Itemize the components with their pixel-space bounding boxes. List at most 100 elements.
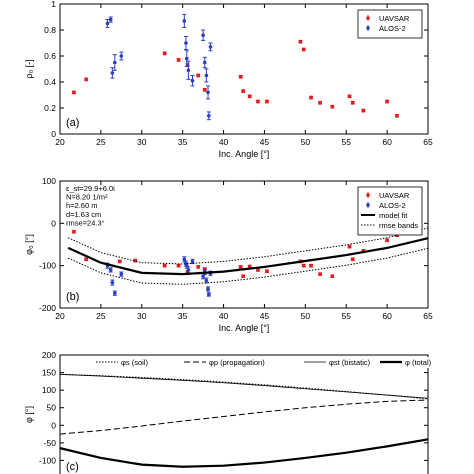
panel-b-annotation: N=8.20 1/m² (66, 193, 108, 202)
panel-a-ytick-label: 1 (51, 0, 56, 9)
panel-c-legend: φs (soil) φp (propagation) φst (bistatic) φ… (90, 357, 448, 368)
panel-b-series-uavsar-point (301, 263, 306, 268)
panel-c-legend-entry: φp (propagation) (209, 358, 265, 367)
panel-c-series--st-bistatic--line (59, 373, 429, 399)
panel-b-series-uavsar-point (238, 265, 243, 269)
panel-c: -100 -50 0 50 100 150 200 φ [°] (c) φs (soil) φp (… (24, 350, 448, 474)
panel-a-series-alos-2-point (190, 78, 195, 83)
panel-a-series-uavsar-point (395, 114, 399, 118)
panel-a-series-uavsar-point (298, 39, 303, 44)
panel-a-series-uavsar-point (265, 99, 269, 104)
panel-a-xtick-label: 40 (219, 137, 229, 147)
panel-a-series-uavsar-point (330, 104, 335, 109)
panel-b-annotation: rmse=24.3° (66, 218, 105, 227)
panel-b-xtick-label: 30 (137, 311, 147, 321)
panel-b-legend-entry: model fit (379, 211, 408, 220)
panel-a-legend-box (357, 9, 423, 39)
panel-a-series-uavsar-point (385, 99, 389, 104)
panel-a-series-uavsar-point (318, 101, 322, 105)
panel-a-series-alos-2-point (105, 21, 110, 26)
panel-a-xtick-label: 35 (178, 137, 188, 147)
panel-a-series-uavsar-point (196, 73, 201, 78)
panel-a-xtick-label: 55 (341, 137, 351, 147)
panel-a-series-uavsar-point (72, 90, 76, 95)
panel-a-series-uavsar-point (350, 101, 355, 105)
panel-b-annotation: ε_st=29.9+6.0i (66, 184, 115, 193)
panel-b-series-uavsar-point (162, 263, 167, 268)
panel-a-ylabel: ρ₀ [-] (24, 59, 34, 78)
panel-b-label: (b) (66, 291, 79, 303)
panel-b-xtick-label: 55 (341, 311, 351, 321)
panel-a-series-uavsar-point (238, 75, 243, 79)
panel-b-series-alos-2-point (190, 259, 195, 264)
panel-a-ytick-label: 0.6 (44, 51, 56, 61)
panel-c-series--s-soil--line (59, 373, 429, 400)
panel-b-series-alos-2-point (110, 280, 115, 285)
panel-c-ytick-label: -50 (44, 438, 57, 448)
panel-a-series-alos-2-point (204, 73, 209, 78)
panel-b-series-uavsar-point (385, 238, 389, 243)
panel-a-xtick-label: 20 (55, 137, 65, 147)
panel-a-series-uavsar-point (361, 108, 366, 113)
panel-a-series-uavsar-point (256, 99, 260, 104)
panel-b-series-uavsar-point (256, 268, 260, 272)
panel-b-xtick-label: 65 (423, 311, 433, 321)
panel-a-series-alos-2-point (186, 68, 191, 73)
panel-a-ytick-label: 0.2 (44, 103, 56, 113)
panel-b-xtick-label: 40 (219, 311, 229, 321)
panel-b-series-alos-2-point (207, 292, 211, 297)
panel-a-series-uavsar-point (301, 47, 306, 52)
panel-a-legend-marker (366, 26, 370, 30)
panel-a-xtick-label: 50 (301, 137, 311, 147)
panel-a-label: (a) (66, 117, 79, 129)
panel-a: 20 25 30 35 40 45 50 55 60 65 0 0.2 0.4 0.6 0.8 1 Inc. A… (24, 0, 433, 159)
panel-a-series-alos-2-point (182, 19, 187, 23)
panel-b-xlabel: Inc. Angle [°] (219, 323, 270, 333)
panel-b-ytick-label: 0 (51, 218, 56, 228)
panel-a-axes-frame (59, 3, 429, 135)
panel-b-ytick-label: -100 (39, 261, 56, 271)
panel-b-legend-entry: UAVSAR (379, 191, 410, 200)
panel-b-series-uavsar-point (350, 257, 355, 262)
panel-b-legend-entry: rmse bands (379, 221, 418, 230)
panel-b-series-uavsar-point (265, 269, 269, 273)
panel-b-series-alos-2-point (112, 291, 117, 295)
panel-a-series-alos-2-point (201, 33, 205, 37)
panel-c-series--total--line (59, 438, 429, 468)
panel-b-legend-marker (366, 203, 370, 207)
panel-c-ytick-label: 150 (42, 368, 56, 378)
panel-b-series-model-fit-line (67, 237, 429, 276)
panel-a-series-alos-2-point (184, 56, 189, 61)
panel-c-legend-box (90, 357, 448, 368)
panel-b-series-uavsar-point (72, 230, 76, 234)
panel-a-series-uavsar-point (176, 58, 181, 62)
panel-c-axes-frame (59, 354, 429, 474)
panel-c-legend-entry: φst (bistatic) (329, 358, 371, 367)
panel-a-legend-marker (366, 16, 370, 20)
panel-b-series-uavsar-point (176, 263, 181, 268)
panel-c-ytick-label: 0 (51, 420, 56, 430)
panel-b-ylabel: φ₀ [°] (24, 234, 34, 255)
panel-c-legend-entry: φ (total) (405, 358, 432, 367)
panel-a-series-alos-2-point (206, 90, 210, 95)
panel-c-ylabel: φ [°] (24, 406, 34, 423)
panel-a-xlabel: Inc. Angle [°] (219, 149, 270, 159)
panel-a-series-alos-2-point (112, 60, 117, 65)
panel-a-series-uavsar-point (347, 94, 352, 99)
panel-a-xtick-label: 30 (137, 137, 147, 147)
panel-b-xtick-label: 25 (96, 311, 106, 321)
panel-b-series-rmse-bands-y-lower (67, 247, 429, 285)
panel-a-ytick-label: 0 (51, 129, 56, 139)
panel-b: 20 25 30 35 40 45 50 55 60 65 -200 -100 0 100 Inc. Ang… (24, 176, 433, 333)
panel-b-annotation: d=1.63 cm (66, 210, 101, 219)
panel-b-series-uavsar-point (84, 257, 88, 262)
panel-b-ytick-label: -200 (39, 303, 56, 313)
panel-b-annotation: h=2.60 m (66, 201, 97, 210)
panel-b-series-uavsar-point (309, 263, 313, 268)
panel-b-axes-frame (59, 180, 429, 309)
panel-b-series-alos-2-point (204, 278, 209, 283)
panel-b-xtick-label: 35 (178, 311, 188, 321)
panel-b-series-uavsar-point (347, 244, 352, 249)
